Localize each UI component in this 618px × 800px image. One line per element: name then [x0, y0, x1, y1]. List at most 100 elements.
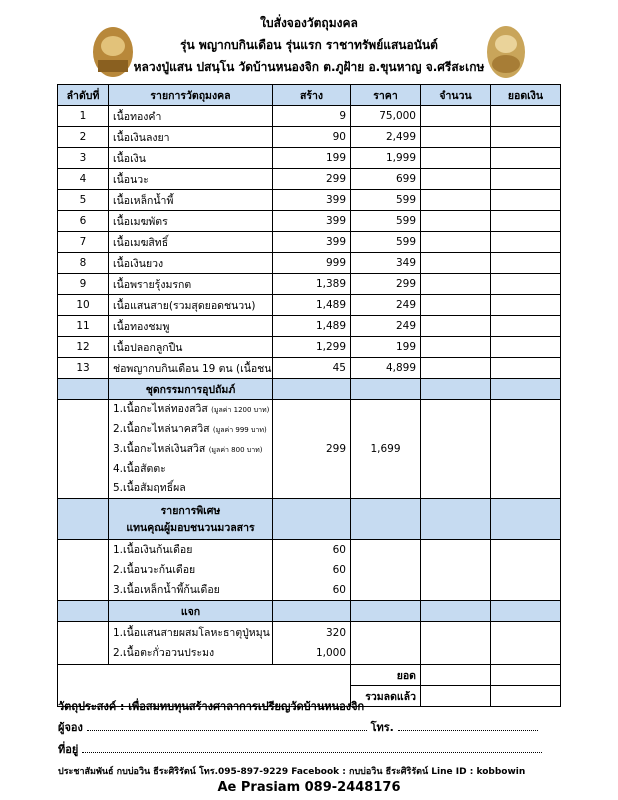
- amulet-image-left: [93, 27, 133, 77]
- quantity: [420, 621, 491, 665]
- committee-item: 5.เนื้อสัมฤทธิ์ผล: [113, 479, 268, 498]
- band-cell: [350, 498, 421, 540]
- item-name: เนื้อเงิน: [108, 147, 273, 169]
- seq: 10: [57, 294, 109, 316]
- table-row: 10 เนื้อแสนสาย(รวมสุดยอดชนวน) 1,489 249: [57, 294, 561, 316]
- price: 349: [350, 252, 421, 274]
- band-cell: [57, 378, 109, 400]
- band-cell: [420, 378, 491, 400]
- built-value: 60: [332, 584, 346, 596]
- temple-line: หลวงปู่แสน ปสนฺโน วัดบ้านหนองจิก ต.ภูฝ้า…: [133, 60, 485, 74]
- totals-label: ยอด: [350, 664, 421, 686]
- items: 1.เนื้อเงินก้นเดือย 2.เนื้อนวะก้นเดือย 3.เ…: [108, 539, 273, 601]
- table-row: 6 เนื้อเมฆพัตร 399 599: [57, 210, 561, 232]
- amount: [490, 252, 561, 274]
- quantity: [420, 252, 491, 274]
- item-name: 2.เนื้อตะกั่วอวนประมง: [113, 647, 215, 659]
- quantity: [420, 210, 491, 232]
- amount: [490, 336, 561, 358]
- section-title: รายการพิเศษ แทนคุณผู้มอบชนวนมวลสาร: [108, 498, 273, 540]
- table-row: ลำดับที่ รายการวัตถุมงคล สร้าง ราคา จำนวน ยอด…: [57, 84, 561, 106]
- table-row: 1.เนื้อแสนสายผสมโลหะธาตุปู่หมุน 2.เนื้อตะ…: [57, 621, 561, 665]
- amulet-image-right: [487, 26, 525, 78]
- table-row: 7 เนื้อเมฆสิทธิ์ 399 599: [57, 231, 561, 253]
- built: 399: [272, 189, 351, 211]
- item-name: 1.เนื้อเงินก้นเดือย: [113, 544, 193, 556]
- price: [350, 539, 421, 601]
- item-name: 2.เนื้อกะไหล่นาคสวิส: [113, 423, 210, 435]
- amount: [490, 147, 561, 169]
- amount: [490, 210, 561, 232]
- table-row: รายการพิเศษ แทนคุณผู้มอบชนวนมวลสาร: [57, 498, 561, 540]
- band-cell: [57, 498, 109, 540]
- item-name: เนื้อเงินลงยา: [108, 126, 273, 148]
- item-name: 4.เนื้อสัตตะ: [113, 463, 166, 475]
- item-name: เนื้อเงินยวง: [108, 252, 273, 274]
- item-note: (มูลค่า 1200 บาท): [211, 406, 270, 414]
- price: 1,699: [350, 399, 421, 499]
- band-cell: [57, 600, 109, 622]
- quantity: [420, 168, 491, 190]
- amount: [490, 539, 561, 601]
- built: 1,489: [272, 315, 351, 337]
- table-row: 3 เนื้อเงิน 199 1,999: [57, 147, 561, 169]
- item-note: (มูลค่า 999 บาท): [212, 426, 267, 434]
- price: 2,499: [350, 126, 421, 148]
- item-name: ช่อพญากบกินเดือน 19 ตน (เนื้อชนวน): [108, 357, 273, 379]
- seq: 4: [57, 168, 109, 190]
- built: 399: [272, 210, 351, 232]
- item-name: เนื้อเมฆสิทธิ์: [108, 231, 273, 253]
- quantity: [420, 273, 491, 295]
- contact: ประชาสัมพันธ์ กบบ่อวิน ธีระศิริรัตน์ โทร…: [58, 767, 526, 777]
- quantity: [420, 336, 491, 358]
- built: 1,489: [272, 294, 351, 316]
- quantity: [420, 294, 491, 316]
- column-header: สร้าง: [272, 84, 351, 106]
- band-cell: [420, 498, 491, 540]
- item-name: เนื้อทองชมพู: [108, 315, 273, 337]
- built-value: 1,000: [315, 647, 346, 659]
- section-title-line: ชุดกรรมการอุปถัมภ์: [145, 383, 236, 396]
- built: 1,299: [272, 336, 351, 358]
- table-row: รวมลดแล้ว: [58, 685, 561, 707]
- committee-item: 4.เนื้อสัตตะ: [113, 460, 268, 479]
- item-name: 1.เนื้อกะไหล่ทองสวิส: [113, 403, 208, 415]
- band-cell: [490, 498, 561, 540]
- purpose: วัตถุประสงค์ : เพื่อสมทบทุนสร้างศาลาการเ…: [58, 697, 364, 715]
- table-row: 1 เนื้อทองคำ 9 75,000: [57, 105, 561, 127]
- seq: 5: [57, 189, 109, 211]
- seq: 1: [57, 105, 109, 127]
- built-value: 60: [332, 564, 346, 576]
- section-title: แจก: [108, 600, 273, 622]
- item-name: เนื้อแสนสาย(รวมสุดยอดชนวน): [108, 294, 273, 316]
- table-row: ยอด: [57, 664, 561, 707]
- items: 1.เนื้อแสนสายผสมโลหะธาตุปู่หมุน 2.เนื้อตะ…: [108, 621, 273, 665]
- seq: 3: [57, 147, 109, 169]
- quantity: [420, 147, 491, 169]
- item-name: เนื้อเหล็กน้ำพี้: [108, 189, 273, 211]
- table-row: 5 เนื้อเหล็กน้ำพี้ 399 599: [57, 189, 561, 211]
- quantity: [420, 399, 491, 499]
- quantity: [420, 685, 491, 707]
- section-title-line: แจก: [180, 605, 201, 618]
- table-row: 12 เนื้อปลอกลูกปืน 1,299 199: [57, 336, 561, 358]
- table-row: 1.เนื้อกะไหล่ทองสวิส (มูลค่า 1200 บาท) 2.…: [57, 399, 561, 499]
- table-row: แจก: [57, 600, 561, 622]
- quantity: [420, 105, 491, 127]
- address-label: ที่อยู่: [58, 743, 79, 756]
- band-cell: [490, 600, 561, 622]
- amount: [490, 685, 561, 707]
- item-name: 5.เนื้อสัมฤทธิ์ผล: [113, 482, 186, 494]
- totals-label: รวมลดแล้ว: [350, 685, 421, 707]
- item-name: เนื้อพรายรุ้งมรกต: [108, 273, 273, 295]
- subtitle: รุ่น พญากบกินเดือน รุ่นแรก ราชาทรัพย์แสน…: [180, 38, 438, 52]
- column-header: ลำดับที่: [57, 84, 109, 106]
- price: 599: [350, 231, 421, 253]
- band-cell: [350, 378, 421, 400]
- credit: Ae Prasiam 089-2448176: [217, 780, 401, 795]
- built: 399: [272, 231, 351, 253]
- band-cell: [272, 498, 351, 540]
- built: 45: [272, 357, 351, 379]
- price: 1,999: [350, 147, 421, 169]
